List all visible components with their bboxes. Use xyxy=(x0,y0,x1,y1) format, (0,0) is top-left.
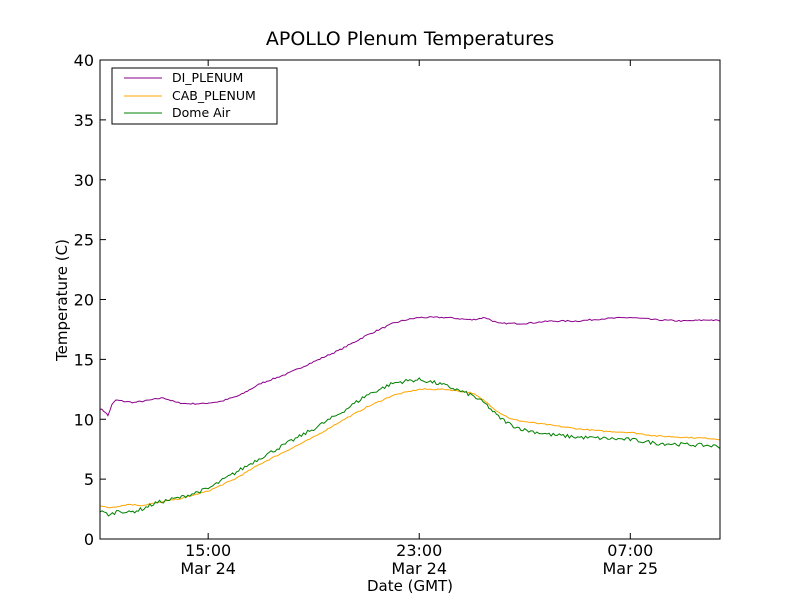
y-tick-label: 0 xyxy=(84,530,94,549)
x-axis-label: Date (GMT) xyxy=(367,577,453,595)
legend-box xyxy=(111,67,278,125)
y-tick-label: 5 xyxy=(84,470,94,489)
y-axis-label: Temperature (C) xyxy=(53,239,71,362)
legend-label-cab-plenum: CAB_PLENUM xyxy=(172,88,256,103)
legend-label-di-plenum: DI_PLENUM xyxy=(172,70,243,85)
x-tick-label-date: Mar 25 xyxy=(602,559,658,578)
legend-label-dome-air: Dome Air xyxy=(172,105,231,120)
legend: DI_PLENUM CAB_PLENUM Dome Air xyxy=(111,67,278,125)
x-tick-label-time: 23:00 xyxy=(396,541,442,560)
plot-frame xyxy=(99,59,721,540)
y-tick-label: 30 xyxy=(74,171,94,190)
y-tick-label: 40 xyxy=(74,51,94,70)
x-tick-label-time: 15:00 xyxy=(185,541,231,560)
x-tick-label-date: Mar 24 xyxy=(391,559,447,578)
y-tick-label: 35 xyxy=(74,111,94,130)
x-tick-label-time: 07:00 xyxy=(607,541,653,560)
y-tick-label: 25 xyxy=(74,231,94,250)
series-line-di-plenum xyxy=(100,316,720,417)
y-tick-label: 10 xyxy=(74,410,94,429)
y-tick-label: 15 xyxy=(74,350,94,369)
x-tick-label-date: Mar 24 xyxy=(180,559,236,578)
chart-title: APOLLO Plenum Temperatures xyxy=(266,28,554,50)
y-tick-label: 20 xyxy=(74,291,94,310)
series-line-dome-air xyxy=(100,377,720,517)
plot-area xyxy=(100,60,720,539)
series-line-cab-plenum xyxy=(100,388,720,509)
